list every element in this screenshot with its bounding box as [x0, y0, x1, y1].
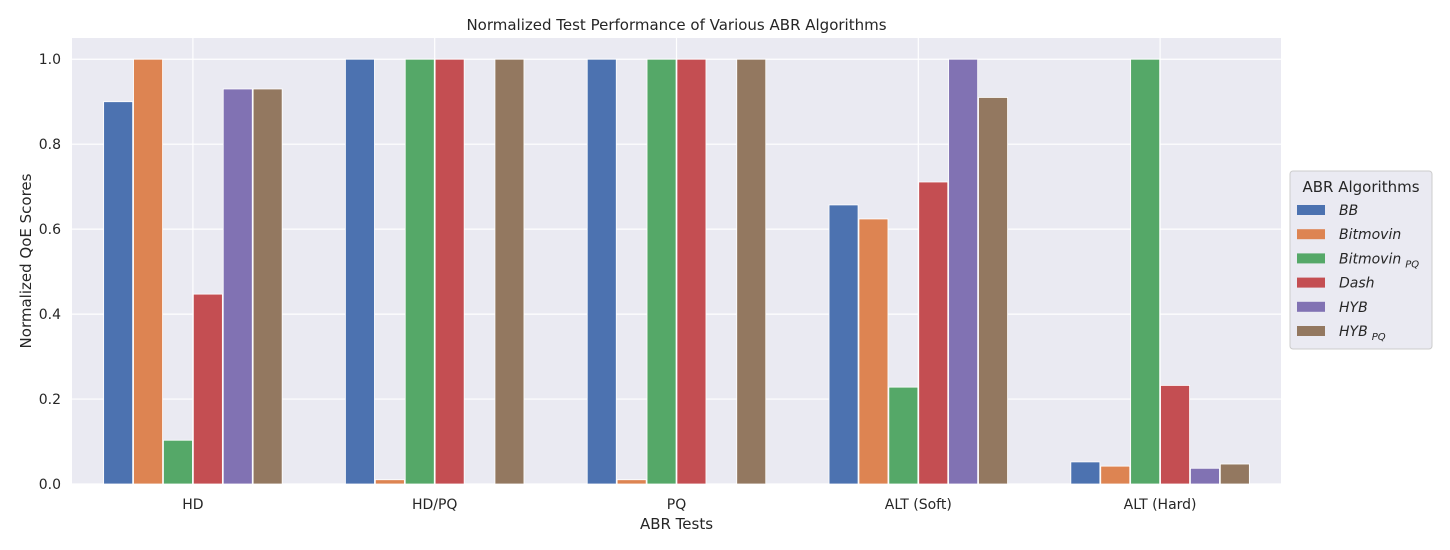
bar: [828, 204, 859, 485]
bar: [103, 101, 134, 485]
legend-items: BB Bitmovin Bitmovin PQ Dash HYB HYB PQ: [1297, 203, 1419, 343]
bar: [1160, 385, 1190, 485]
bar: [616, 479, 647, 485]
bar: [1100, 465, 1131, 485]
legend-swatch: [1297, 229, 1325, 240]
x-tick-label: ALT (Hard): [1124, 497, 1197, 513]
bar: [1070, 461, 1101, 485]
bar: [404, 58, 435, 485]
x-tick-label: HD/PQ: [412, 497, 458, 513]
chart-title: Normalized Test Performance of Various A…: [466, 16, 886, 34]
bar: [1190, 467, 1220, 485]
legend-label: BB: [1339, 203, 1358, 219]
legend-label: HYB PQ: [1339, 324, 1386, 343]
bar: [222, 88, 253, 485]
bar: [676, 58, 707, 485]
legend: ABR Algorithms BB Bitmovin Bitmovin PQ Dash H…: [1289, 170, 1433, 350]
bar: [736, 58, 767, 485]
legend-swatch: [1297, 253, 1325, 264]
bar: [252, 88, 283, 485]
legend-swatch: [1297, 301, 1325, 312]
bar: [858, 218, 889, 485]
bar: [345, 58, 375, 485]
y-axis-label: Normalized QoE Scores: [17, 173, 35, 348]
bar: [133, 58, 163, 485]
legend-swatch: [1297, 326, 1325, 336]
y-tick-label: 1.0: [39, 52, 61, 68]
x-tick-label: PQ: [667, 497, 686, 513]
bar: [494, 58, 525, 485]
bar: [918, 181, 949, 485]
bar: [434, 58, 465, 485]
y-tick-label: 0.8: [39, 137, 61, 153]
x-tick-label: ALT (Soft): [885, 497, 952, 513]
bars: [103, 58, 1250, 485]
y-tick-label: 0.4: [39, 307, 61, 323]
x-axis-label: ABR Tests: [640, 515, 713, 533]
bar: [374, 479, 405, 485]
legend-label: Bitmovin: [1339, 227, 1401, 243]
bar: [1219, 463, 1250, 485]
bar: [163, 439, 193, 485]
legend-label: HYB: [1339, 300, 1368, 316]
legend-label: Dash: [1339, 276, 1375, 292]
legend-swatch: [1297, 277, 1325, 288]
bar: [948, 58, 979, 485]
bar: [1130, 58, 1161, 485]
legend-label: Bitmovin PQ: [1339, 251, 1419, 270]
legend-box: [1289, 170, 1433, 350]
bar: [192, 293, 223, 485]
legend-swatch: [1297, 205, 1325, 215]
y-tick-label: 0.2: [39, 392, 61, 408]
bar: [888, 386, 919, 485]
y-tick-labels: 0.0 0.2 0.4 0.6 0.8 1.0: [39, 52, 61, 493]
legend-title: ABR Algorithms: [1302, 178, 1419, 196]
bar: [586, 58, 617, 485]
bar: [646, 58, 677, 485]
y-tick-label: 0.6: [39, 222, 61, 238]
x-tick-labels: HD HD/PQ PQ ALT (Soft) ALT (Hard): [182, 497, 1196, 513]
x-tick-label: HD: [182, 497, 203, 513]
y-tick-label: 0.0: [39, 477, 61, 493]
bar: [978, 97, 1008, 485]
